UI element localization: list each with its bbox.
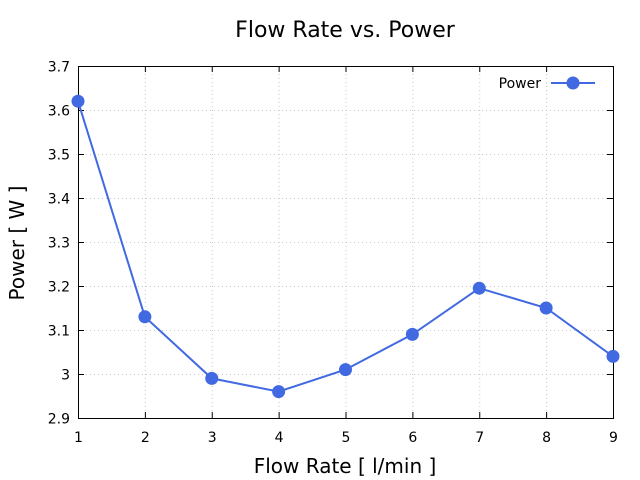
x-tick-label: 1: [74, 430, 83, 446]
axis-ticks: 1 2 3 4 5 6 7 8 9 2.9 3 3.1 3.2 3.3 3.4 3.5 3.6 3.7: [48, 60, 618, 447]
plot-frame: [78, 66, 614, 419]
legend-marker-swatch: [566, 76, 580, 90]
data-point: [272, 385, 286, 399]
data-point: [539, 301, 553, 315]
x-tick-label: 4: [275, 430, 284, 446]
data-point: [339, 363, 352, 377]
y-axis-label: Power [ W ]: [5, 186, 29, 301]
y-tick-label: 2.9: [48, 412, 70, 428]
data-point: [71, 94, 85, 108]
data-point: [405, 327, 419, 341]
y-tick-label: 3.5: [48, 148, 70, 164]
series-power: [71, 94, 620, 399]
data-point: [138, 310, 152, 324]
data-point: [606, 349, 620, 363]
x-tick-label: 2: [141, 430, 150, 446]
data-point: [472, 281, 486, 295]
y-tick-label: 3.6: [48, 104, 70, 120]
data-point: [205, 371, 219, 385]
y-tick-label: 3.7: [48, 60, 70, 76]
x-tick-label: 6: [408, 430, 417, 446]
legend-label: Power: [499, 76, 542, 92]
chart-title: Flow Rate vs. Power: [235, 18, 456, 43]
x-tick-label: 3: [208, 430, 217, 446]
y-tick-label: 3.1: [48, 324, 70, 340]
grid: [78, 66, 613, 418]
x-tick-label: 7: [475, 430, 484, 446]
y-tick-label: 3.2: [48, 280, 70, 296]
y-tick-label: 3.4: [48, 192, 70, 208]
x-tick-label: 9: [609, 430, 618, 446]
y-tick-label: 3: [61, 368, 70, 384]
x-tick-label: 8: [542, 430, 551, 446]
x-axis-label: Flow Rate [ l/min ]: [254, 454, 437, 478]
legend: Power: [499, 76, 595, 92]
y-tick-label: 3.3: [48, 236, 70, 252]
x-tick-label: 5: [342, 430, 351, 446]
